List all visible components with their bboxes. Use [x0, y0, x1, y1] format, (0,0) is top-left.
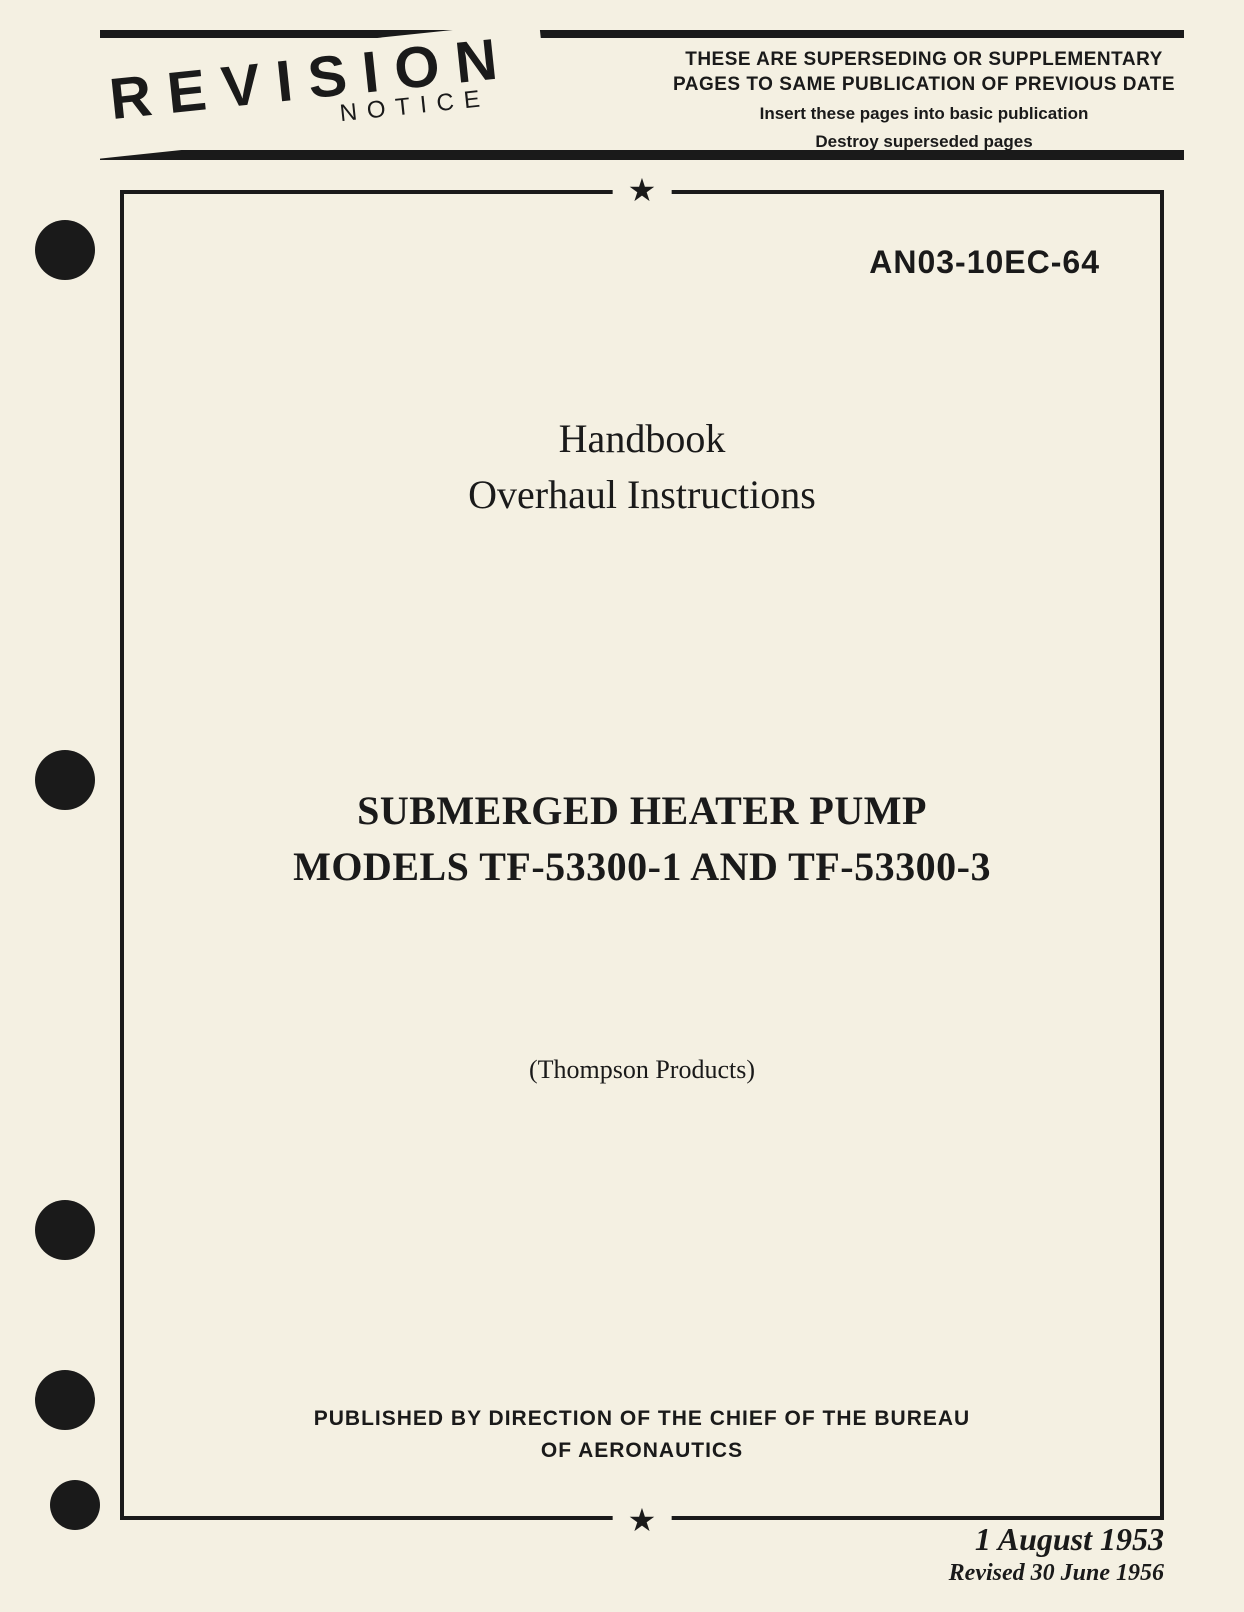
punch-hole [50, 1480, 100, 1530]
manufacturer-name: (Thompson Products) [184, 1055, 1100, 1085]
original-date: 1 August 1953 [949, 1521, 1164, 1558]
star-icon: ★ [613, 1504, 672, 1536]
handbook-heading: Handbook Overhaul Instructions [184, 411, 1100, 523]
supersede-notice: THESE ARE SUPERSEDING OR SUPPLEMENTARY P… [664, 48, 1184, 154]
punch-hole [35, 220, 95, 280]
punch-hole [35, 750, 95, 810]
publisher-line-1: PUBLISHED BY DIRECTION OF THE CHIEF OF T… [124, 1403, 1160, 1435]
document-frame: ★ AN03-10EC-64 Handbook Overhaul Instruc… [120, 190, 1164, 1520]
title-line-1: SUBMERGED HEATER PUMP [184, 783, 1100, 839]
title-line-2: MODELS TF-53300-1 AND TF-53300-3 [184, 839, 1100, 895]
document-title: SUBMERGED HEATER PUMP MODELS TF-53300-1 … [184, 783, 1100, 895]
handbook-line-1: Handbook [184, 411, 1100, 467]
revision-banner: REVISION NOTICE [77, 21, 549, 160]
revised-date: Revised 30 June 1956 [949, 1560, 1164, 1587]
document-page: REVISION NOTICE THESE ARE SUPERSEDING OR… [0, 0, 1244, 1612]
supersede-main-text: THESE ARE SUPERSEDING OR SUPPLEMENTARY P… [664, 48, 1184, 97]
punch-hole [35, 1370, 95, 1430]
supersede-instruction-1: Insert these pages into basic publicatio… [664, 103, 1184, 125]
date-block: 1 August 1953 Revised 30 June 1956 [949, 1521, 1164, 1587]
star-icon: ★ [613, 174, 672, 206]
punch-hole [35, 1200, 95, 1260]
publisher-statement: PUBLISHED BY DIRECTION OF THE CHIEF OF T… [124, 1403, 1160, 1466]
top-rule [100, 30, 1184, 38]
document-number: AN03-10EC-64 [184, 244, 1100, 281]
bottom-rule [100, 150, 1184, 160]
publisher-line-2: OF AERONAUTICS [124, 1435, 1160, 1467]
header-section: REVISION NOTICE THESE ARE SUPERSEDING OR… [100, 30, 1184, 160]
handbook-line-2: Overhaul Instructions [184, 467, 1100, 523]
